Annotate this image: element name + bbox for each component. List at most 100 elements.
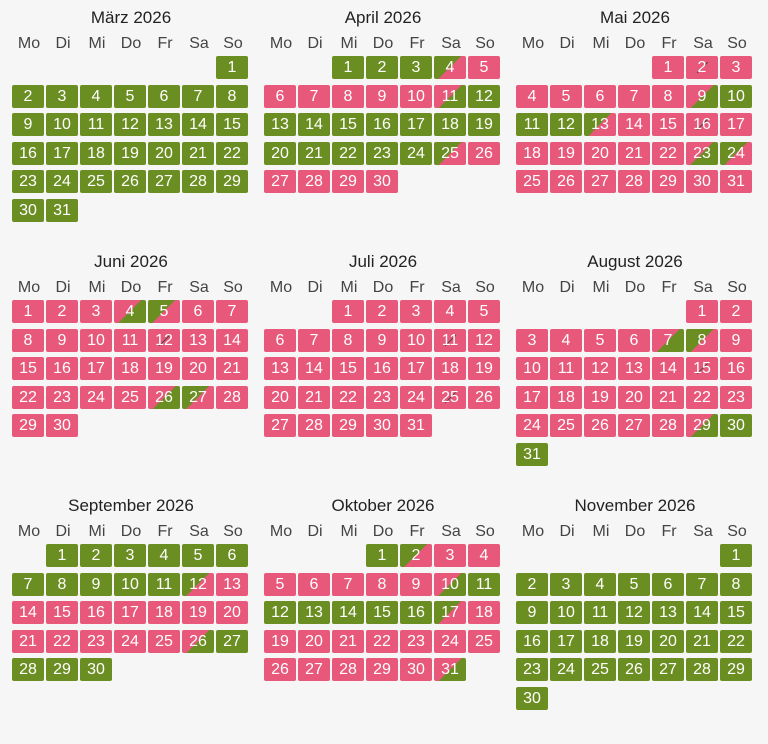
day-cell[interactable]: 9: [686, 84, 718, 108]
day-cell[interactable]: 23: [80, 629, 112, 653]
day-cell[interactable]: 23: [12, 170, 44, 193]
day-cell[interactable]: 18: [434, 357, 466, 380]
day-cell[interactable]: 20: [618, 385, 650, 409]
day-cell[interactable]: 16: [516, 629, 548, 653]
day-cell[interactable]: 17: [434, 601, 466, 624]
day-cell[interactable]: 30: [46, 414, 78, 437]
day-cell[interactable]: 26: [468, 385, 500, 409]
day-cell[interactable]: 10: [434, 572, 466, 596]
day-cell[interactable]: 9: [516, 601, 548, 624]
day-cell[interactable]: 20: [182, 357, 214, 380]
day-cell[interactable]: 8: [366, 572, 398, 596]
day-cell[interactable]: 24: [720, 141, 752, 165]
day-cell[interactable]: 21: [216, 357, 248, 380]
day-cell[interactable]: 27: [298, 658, 330, 681]
day-cell[interactable]: 9: [400, 572, 432, 596]
day-cell[interactable]: 12: [618, 601, 650, 624]
day-cell[interactable]: 12: [468, 84, 500, 108]
day-cell[interactable]: 23: [720, 385, 752, 409]
day-cell[interactable]: 23: [46, 385, 78, 409]
day-cell[interactable]: 25: [80, 170, 112, 193]
day-cell[interactable]: 24: [516, 414, 548, 437]
day-cell[interactable]: 3: [400, 300, 432, 323]
day-cell[interactable]: 27: [216, 629, 248, 653]
day-cell[interactable]: 13: [584, 113, 616, 136]
day-cell[interactable]: 3: [46, 84, 78, 108]
day-cell[interactable]: 13: [216, 572, 248, 596]
day-cell[interactable]: 5: [584, 328, 616, 352]
day-cell[interactable]: 30: [686, 170, 718, 193]
day-cell[interactable]: 13: [298, 601, 330, 624]
day-cell[interactable]: 5: [468, 56, 500, 79]
day-cell[interactable]: 17: [114, 601, 146, 624]
day-cell[interactable]: 20: [148, 141, 180, 165]
day-cell[interactable]: 24: [114, 629, 146, 653]
day-cell[interactable]: 12: [468, 328, 500, 352]
day-cell[interactable]: 14: [298, 113, 330, 136]
day-cell[interactable]: 31: [400, 414, 432, 437]
day-cell[interactable]: 26: [584, 414, 616, 437]
day-cell[interactable]: 13: [264, 113, 296, 136]
day-cell[interactable]: 16: [686, 113, 718, 136]
day-cell[interactable]: 14: [12, 601, 44, 624]
day-cell[interactable]: 19: [618, 629, 650, 653]
day-cell[interactable]: 25: [434, 141, 466, 165]
day-cell[interactable]: 25: [434, 385, 466, 409]
day-cell[interactable]: 8: [652, 84, 684, 108]
day-cell[interactable]: 28: [298, 414, 330, 437]
day-cell[interactable]: 15: [720, 601, 752, 624]
day-cell[interactable]: 23: [366, 141, 398, 165]
day-cell[interactable]: 29: [46, 658, 78, 681]
day-cell[interactable]: 31: [516, 442, 548, 466]
day-cell[interactable]: 22: [332, 141, 364, 165]
day-cell[interactable]: 11: [550, 357, 582, 380]
day-cell[interactable]: 8: [216, 84, 248, 108]
day-cell[interactable]: 30: [366, 170, 398, 193]
day-cell[interactable]: 8: [46, 572, 78, 596]
day-cell[interactable]: 14: [686, 601, 718, 624]
day-cell[interactable]: 12: [182, 572, 214, 596]
day-cell[interactable]: 13: [618, 357, 650, 380]
day-cell[interactable]: 5: [182, 544, 214, 567]
day-cell[interactable]: 10: [400, 328, 432, 352]
day-cell[interactable]: 30: [720, 414, 752, 437]
day-cell[interactable]: 19: [550, 141, 582, 165]
day-cell[interactable]: 28: [298, 170, 330, 193]
day-cell[interactable]: 22: [216, 141, 248, 165]
day-cell[interactable]: 15: [46, 601, 78, 624]
day-cell[interactable]: 2: [720, 300, 752, 323]
day-cell[interactable]: 1: [720, 544, 752, 567]
day-cell[interactable]: 9: [80, 572, 112, 596]
day-cell[interactable]: 21: [182, 141, 214, 165]
day-cell[interactable]: 2: [686, 56, 718, 79]
day-cell[interactable]: 15: [12, 357, 44, 380]
day-cell[interactable]: 11: [516, 113, 548, 136]
day-cell[interactable]: 3: [80, 300, 112, 323]
day-cell[interactable]: 20: [584, 141, 616, 165]
day-cell[interactable]: 15: [216, 113, 248, 136]
day-cell[interactable]: 2: [366, 56, 398, 79]
day-cell[interactable]: 14: [182, 113, 214, 136]
day-cell[interactable]: 2: [12, 84, 44, 108]
day-cell[interactable]: 3: [550, 572, 582, 596]
day-cell[interactable]: 28: [652, 414, 684, 437]
day-cell[interactable]: 16: [12, 141, 44, 165]
day-cell[interactable]: 1: [46, 544, 78, 567]
day-cell[interactable]: 9: [366, 328, 398, 352]
day-cell[interactable]: 7: [618, 84, 650, 108]
day-cell[interactable]: 11: [148, 572, 180, 596]
day-cell[interactable]: 30: [12, 198, 44, 222]
day-cell[interactable]: 19: [468, 113, 500, 136]
day-cell[interactable]: 5: [264, 572, 296, 596]
day-cell[interactable]: 7: [182, 84, 214, 108]
day-cell[interactable]: 10: [400, 84, 432, 108]
day-cell[interactable]: 14: [298, 357, 330, 380]
day-cell[interactable]: 9: [12, 113, 44, 136]
day-cell[interactable]: 4: [80, 84, 112, 108]
day-cell[interactable]: 18: [516, 141, 548, 165]
day-cell[interactable]: 7: [298, 84, 330, 108]
day-cell[interactable]: 12: [264, 601, 296, 624]
day-cell[interactable]: 5: [114, 84, 146, 108]
day-cell[interactable]: 16: [400, 601, 432, 624]
day-cell[interactable]: 28: [332, 658, 364, 681]
